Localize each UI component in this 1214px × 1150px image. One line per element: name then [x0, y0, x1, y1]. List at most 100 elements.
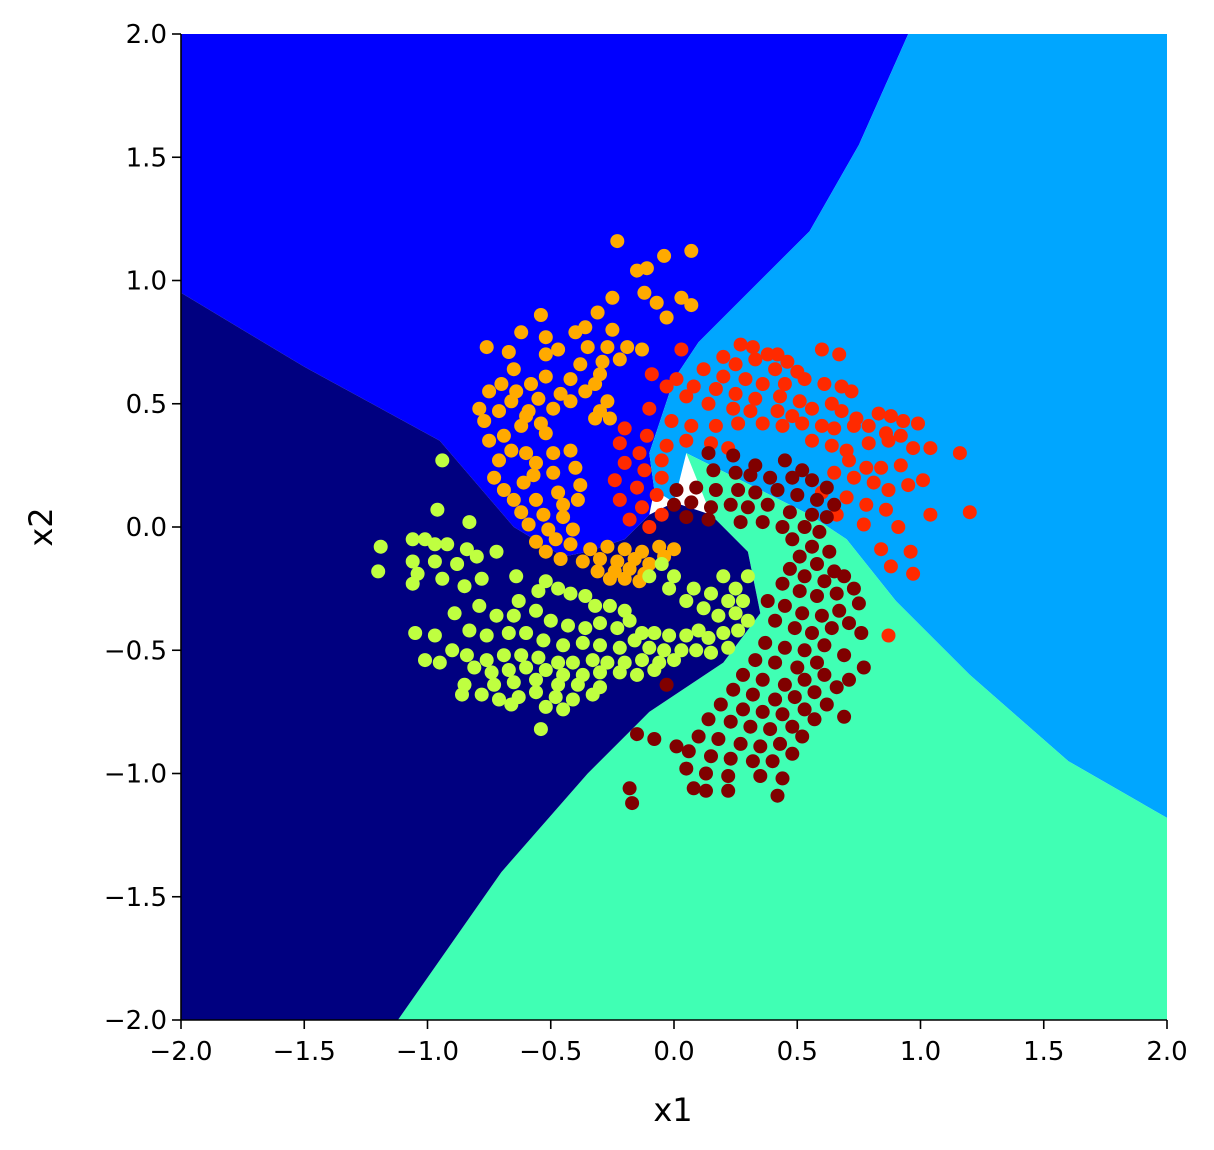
- scatter-point-series-3: [782, 561, 797, 576]
- scatter-point-series-4: [459, 648, 474, 663]
- x-tick-label: 1.0: [900, 1037, 941, 1067]
- scatter-point-series-2: [642, 520, 657, 534]
- scatter-point-series-1: [563, 372, 578, 387]
- x-tick-label: 1.5: [1023, 1037, 1064, 1067]
- scatter-point-series-3: [775, 520, 790, 534]
- scatter-point-series-3: [721, 769, 736, 783]
- decision-region-3: [397, 453, 1167, 1020]
- scatter-point-series-3: [797, 702, 812, 717]
- scatter-point-series-2: [923, 507, 938, 522]
- scatter-point-series-3: [699, 766, 713, 781]
- scatter-point-series-3: [792, 549, 807, 564]
- scatter-point-series-3: [814, 608, 829, 623]
- scatter-point-series-3: [770, 483, 785, 497]
- scatter-point-series-2: [906, 566, 921, 581]
- scatter-point-series-1: [482, 433, 497, 448]
- scatter-point-series-1: [600, 394, 615, 409]
- scatter-point-series-2: [654, 453, 669, 468]
- scatter-point-series-2: [879, 502, 893, 517]
- scatter-point-series-3: [745, 687, 760, 702]
- scatter-point-series-3: [790, 660, 805, 675]
- decision-region-1: [181, 34, 909, 557]
- scatter-point-series-1: [590, 305, 605, 320]
- scatter-point-series-1: [556, 510, 571, 525]
- scatter-point-series-1: [514, 418, 529, 433]
- scatter-point-series-3: [837, 709, 852, 724]
- scatter-point-series-3: [810, 492, 824, 507]
- x-axis-label: x1: [653, 1091, 692, 1129]
- scatter-point-series-4: [538, 574, 553, 589]
- scatter-point-series-3: [795, 606, 810, 621]
- axes: −2.0 −1.5 −1.0 −0.5 0.0 0.5 1.0 1.5 2.0 −2.0 −1.5 −…: [104, 20, 1188, 1067]
- scatter-point-series-1: [590, 564, 605, 579]
- scatter-point-series-3: [795, 463, 810, 478]
- scatter-point-series-1: [479, 340, 494, 355]
- scatter-point-series-4: [630, 667, 644, 682]
- scatter-point-series-4: [570, 677, 585, 692]
- scatter-point-series-4: [578, 621, 593, 636]
- scatter-point-series-3: [679, 510, 694, 525]
- scatter-point-series-2: [726, 401, 741, 416]
- scatter-point-series-2: [777, 377, 792, 391]
- scatter-point-series-3: [790, 488, 805, 502]
- scatter-point-series-4: [472, 598, 487, 613]
- scatter-point-series-3: [701, 446, 716, 461]
- scatter-point-series-1: [514, 325, 529, 340]
- scatter-point-series-2: [669, 372, 684, 387]
- scatter-point-series-1: [538, 426, 553, 441]
- scatter-point-series-1: [536, 507, 551, 522]
- scatter-point-series-2: [846, 470, 861, 485]
- scatter-point-series-1: [684, 243, 699, 258]
- scatter-point-series-2: [654, 470, 669, 485]
- scatter-point-series-1: [492, 453, 506, 468]
- scatter-point-series-3: [785, 532, 800, 547]
- scatter-point-series-4: [479, 628, 494, 643]
- scatter-point-series-4: [642, 640, 657, 655]
- scatter-point-series-2: [630, 480, 644, 495]
- scatter-point-series-4: [704, 586, 718, 601]
- scatter-point-series-1: [521, 517, 536, 532]
- scatter-point-series-2: [617, 421, 632, 436]
- scatter-point-series-4: [551, 655, 566, 670]
- scatter-point-series-2: [916, 473, 930, 488]
- scatter-point-series-4: [647, 663, 662, 677]
- scatter-point-series-2: [617, 455, 632, 470]
- scatter-point-series-3: [842, 616, 856, 631]
- scatter-point-series-3: [723, 751, 738, 766]
- decision-region-2: [649, 34, 1167, 818]
- scatter-point-series-4: [418, 653, 432, 668]
- scatter-point-series-3: [704, 500, 718, 515]
- scatter-point-series-4: [635, 653, 649, 668]
- scatter-point-series-2: [748, 352, 763, 367]
- scatter-point-series-2: [805, 433, 819, 448]
- scatter-point-series-3: [647, 732, 662, 746]
- scatter-point-series-4: [408, 626, 423, 640]
- scatter-point-series-2: [792, 394, 807, 409]
- scatter-point-series-3: [787, 621, 802, 636]
- scatter-point-series-1: [538, 369, 553, 384]
- scatter-point-series-3: [810, 655, 824, 670]
- y-tick-label: −0.5: [104, 636, 167, 666]
- scatter-point-series-4: [450, 557, 465, 571]
- scatter-point-series-3: [622, 781, 637, 796]
- scatter-point-series-2: [827, 465, 842, 480]
- y-axis-label: x2: [22, 507, 60, 546]
- scatter-point-series-1: [635, 342, 649, 357]
- scatter-point-series-1: [588, 377, 603, 391]
- scatter-point-series-1: [657, 248, 672, 263]
- scatter-point-series-4: [509, 569, 524, 584]
- scatter-point-series-3: [625, 796, 640, 811]
- scatter-point-series-4: [588, 598, 603, 613]
- scatter-point-series-1: [565, 522, 580, 537]
- scatter-point-series-2: [748, 391, 763, 406]
- scatter-point-series-3: [755, 672, 770, 687]
- scatter-point-series-3: [704, 749, 718, 764]
- scatter-point-series-3: [807, 685, 822, 700]
- scatter-point-series-3: [827, 497, 842, 512]
- scatter-point-series-4: [405, 576, 420, 591]
- scatter-point-series-1: [605, 290, 620, 305]
- scatter-point-series-2: [644, 367, 659, 382]
- scatter-point-series-3: [810, 589, 824, 603]
- scatter-point-series-1: [605, 322, 620, 337]
- scatter-point-series-2: [728, 357, 743, 372]
